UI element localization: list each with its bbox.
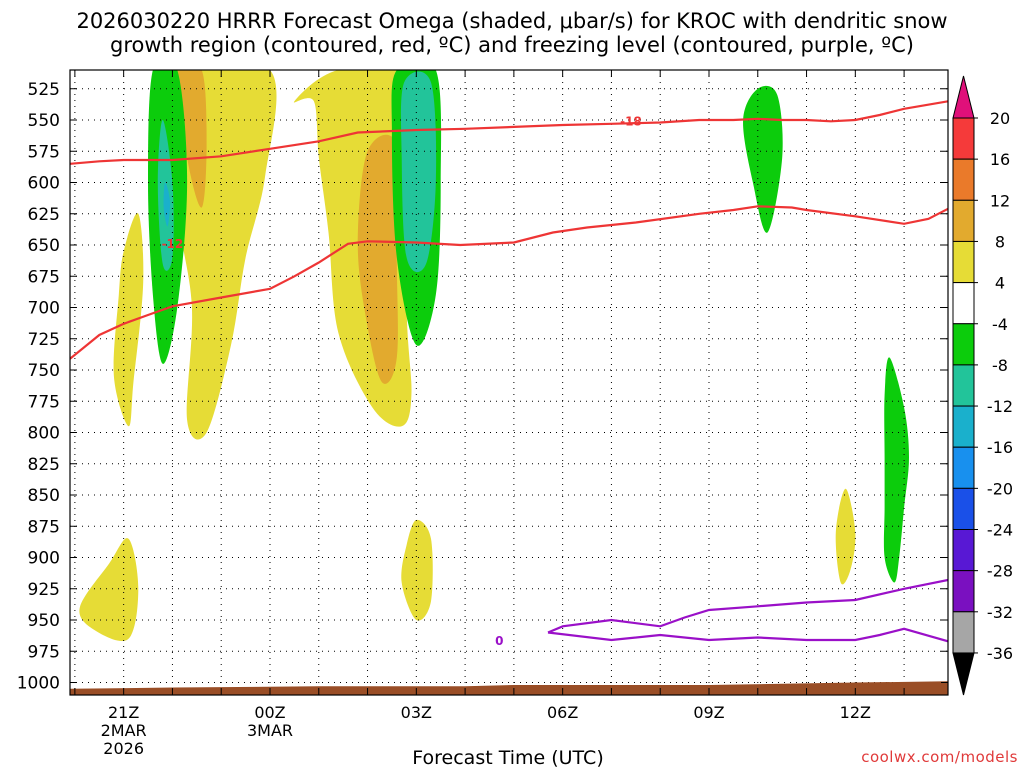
y-tick-label: 625 xyxy=(28,205,60,225)
x-axis-label: Forecast Time (UTC) xyxy=(412,747,603,768)
colorbar-swatch xyxy=(952,282,975,325)
omega-region-7 xyxy=(835,488,856,585)
dgz-contour-label-1: -12 xyxy=(162,237,184,251)
x-tick-date-label: 3MAR xyxy=(247,721,293,740)
y-tick-label: 725 xyxy=(28,330,60,350)
colorbar-swatch xyxy=(952,323,975,366)
colorbar-label: -20 xyxy=(987,479,1013,498)
x-tick-label: 12Z xyxy=(840,703,871,722)
y-tick-label: 575 xyxy=(28,142,60,162)
y-tick-label: 700 xyxy=(28,299,60,319)
dgz-contour-1 xyxy=(70,205,948,360)
colorbar-swatch xyxy=(952,158,975,201)
plot-frame xyxy=(69,69,949,696)
colorbar-swatch xyxy=(952,529,975,572)
colorbar-bottom-arrow xyxy=(952,652,975,696)
y-tick-label: 950 xyxy=(28,611,60,631)
x-tick-label: 00Z xyxy=(254,703,285,722)
colorbar-label: 4 xyxy=(995,274,1005,293)
freezing-level-contour-lower xyxy=(547,627,948,643)
colorbar-swatch xyxy=(952,199,975,242)
x-tick-label: 03Z xyxy=(401,703,432,722)
omega-region-1 xyxy=(113,213,144,427)
colorbar-top-arrow xyxy=(952,75,975,119)
omega-region-14 xyxy=(883,357,909,583)
y-tick-label: 875 xyxy=(28,517,60,537)
colorbar-swatch xyxy=(952,117,975,160)
colorbar-label: 12 xyxy=(990,191,1010,210)
y-tick-label: 925 xyxy=(28,580,60,600)
freezing-level-contour-upper xyxy=(547,578,948,634)
omega-region-10 xyxy=(163,182,171,227)
omega-region-6 xyxy=(401,519,433,621)
colorbar-swatch xyxy=(952,405,975,448)
terrain-ground xyxy=(70,681,948,695)
colorbar-swatch xyxy=(952,240,975,284)
x-tick-year-label: 2026 xyxy=(103,739,144,758)
y-tick-label: 600 xyxy=(28,174,60,194)
y-tick-label: 675 xyxy=(28,267,60,287)
colorbar-label: -36 xyxy=(987,644,1013,663)
y-tick-label: 1000 xyxy=(17,674,60,694)
omega-region-13 xyxy=(743,85,783,233)
omega-region-12 xyxy=(400,71,437,273)
colorbar-label: -16 xyxy=(987,438,1013,457)
y-tick-label: 975 xyxy=(28,642,60,662)
y-tick-label: 800 xyxy=(28,424,60,444)
x-tick-date-label: 2MAR xyxy=(101,721,147,740)
colorbar-label: -4 xyxy=(992,315,1008,334)
colorbar-label: 16 xyxy=(990,150,1010,169)
y-tick-label: 650 xyxy=(28,236,60,256)
colorbar-label: -24 xyxy=(987,521,1013,540)
colorbar-swatch xyxy=(952,487,975,531)
freezing-level-label: 0 xyxy=(495,634,503,648)
y-tick-label: 850 xyxy=(28,486,60,506)
x-tick-label: 21Z xyxy=(108,703,139,722)
colorbar-label: -8 xyxy=(992,356,1008,375)
omega-region-5 xyxy=(357,134,399,384)
colorbar-swatch xyxy=(952,570,975,613)
colorbar-label: 20 xyxy=(990,109,1010,128)
y-tick-label: 750 xyxy=(28,361,60,381)
source-credit[interactable]: coolwx.com/models xyxy=(861,748,1018,766)
colorbar-label: -12 xyxy=(987,397,1013,416)
y-tick-label: 525 xyxy=(28,80,60,100)
colorbar-swatch xyxy=(952,446,975,489)
colorbar-swatch xyxy=(952,364,975,407)
chart-title-line-2: growth region (contoured, red, ºC) and f… xyxy=(110,33,914,57)
y-tick-label: 550 xyxy=(28,111,60,131)
colorbar-label: 8 xyxy=(995,232,1005,251)
y-tick-label: 900 xyxy=(28,549,60,569)
y-tick-label: 825 xyxy=(28,455,60,475)
x-tick-label: 09Z xyxy=(693,703,724,722)
x-tick-label: 06Z xyxy=(547,703,578,722)
colorbar-label: -32 xyxy=(987,603,1013,622)
colorbar-swatch xyxy=(952,611,975,654)
dgz-contour-label-0: -18 xyxy=(620,114,642,128)
y-tick-label: 775 xyxy=(28,392,60,412)
omega-region-3 xyxy=(176,70,207,208)
dgz-contour-0 xyxy=(70,100,948,165)
colorbar-label: -28 xyxy=(987,562,1013,581)
chart-title-line-1: 2026030220 HRRR Forecast Omega (shaded, … xyxy=(76,9,948,33)
plot-area: -18 -12 0 xyxy=(70,70,948,695)
omega-region-0 xyxy=(79,538,139,642)
